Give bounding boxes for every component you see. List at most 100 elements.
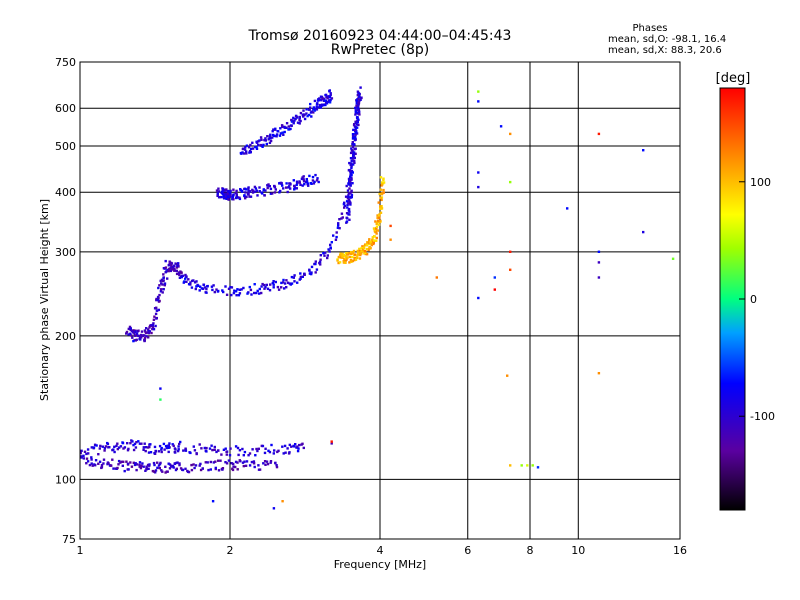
trace-point xyxy=(243,460,246,463)
trace-point xyxy=(158,284,161,287)
trace-point xyxy=(275,464,278,467)
trace-point xyxy=(283,287,286,290)
trace-point xyxy=(215,189,219,192)
trace-point xyxy=(143,334,146,337)
trace-point xyxy=(305,178,308,181)
trace-point xyxy=(158,444,162,448)
trace-point xyxy=(148,445,151,449)
trace-point xyxy=(215,450,218,454)
trace-point xyxy=(258,287,261,291)
trace-point xyxy=(159,279,162,283)
trace-point xyxy=(190,463,193,467)
trace-point xyxy=(375,239,378,242)
trace-point xyxy=(126,468,129,471)
trace-point xyxy=(255,147,259,150)
trace-point xyxy=(373,239,376,242)
trace-point xyxy=(122,460,125,463)
trace-point xyxy=(374,220,377,223)
trace-point xyxy=(238,449,242,452)
trace-point xyxy=(350,165,353,168)
trace-point xyxy=(97,462,100,465)
trace-point xyxy=(370,240,373,243)
trace-point xyxy=(156,298,160,302)
trace-point xyxy=(285,122,289,125)
trace-point xyxy=(162,279,165,282)
trace-point xyxy=(380,198,383,202)
trace-point xyxy=(135,463,139,466)
trace-point xyxy=(349,151,353,155)
trace-point xyxy=(251,189,255,193)
trace-point xyxy=(143,329,147,332)
x-tick-label: 4 xyxy=(377,544,384,557)
trace-point xyxy=(354,138,357,141)
trace-point xyxy=(269,139,273,143)
trace-point xyxy=(357,104,360,107)
trace-point xyxy=(90,462,93,465)
trace-point xyxy=(263,460,267,463)
trace-point xyxy=(289,187,292,190)
trace-point xyxy=(349,252,352,255)
trace-point xyxy=(242,454,245,457)
trace-point xyxy=(283,126,286,129)
trace-point xyxy=(236,461,239,464)
trace-point xyxy=(165,470,169,473)
scatter-point xyxy=(509,250,512,253)
trace-point xyxy=(234,290,238,293)
trace-point xyxy=(312,106,315,109)
trace-point xyxy=(294,443,297,446)
trace-point xyxy=(312,111,315,114)
trace-point xyxy=(282,452,285,455)
trace-point xyxy=(354,109,357,112)
trace-point xyxy=(349,180,352,183)
trace-point xyxy=(338,261,342,264)
trace-point xyxy=(268,450,272,454)
trace-point xyxy=(138,461,142,464)
trace-point xyxy=(335,235,338,239)
trace-point xyxy=(299,111,303,115)
trace-point xyxy=(290,275,294,279)
scatter-point xyxy=(499,125,503,128)
trace-point xyxy=(328,101,332,104)
trace-point xyxy=(272,452,275,455)
trace-point xyxy=(221,192,224,195)
trace-point xyxy=(130,439,133,442)
trace-point xyxy=(330,241,333,244)
trace-point xyxy=(355,126,359,129)
trace-point xyxy=(320,99,323,102)
trace-point xyxy=(247,291,250,294)
trace-point xyxy=(185,275,188,278)
trace-point xyxy=(210,444,213,447)
trace-point xyxy=(87,452,90,455)
trace-point xyxy=(350,159,353,163)
trace-point xyxy=(359,86,362,89)
trace-point xyxy=(225,293,229,296)
trace-point xyxy=(310,115,313,118)
trace-point xyxy=(343,206,346,209)
trace-point xyxy=(302,178,305,181)
trace-point xyxy=(328,99,331,102)
trace-point xyxy=(127,327,130,331)
y-tick-label: 200 xyxy=(55,330,76,343)
trace-point xyxy=(253,190,257,193)
trace-point xyxy=(122,447,125,450)
trace-point xyxy=(299,275,303,279)
trace-point xyxy=(220,190,223,194)
trace-point xyxy=(264,137,267,140)
trace-point xyxy=(279,132,283,135)
trace-point xyxy=(371,236,374,239)
trace-point xyxy=(249,147,253,151)
trace-point xyxy=(193,281,197,284)
trace-point xyxy=(229,286,232,289)
trace-point xyxy=(132,329,135,332)
trace-point xyxy=(263,138,266,142)
trace-point xyxy=(212,284,215,287)
trace-point xyxy=(236,196,240,199)
trace-point xyxy=(346,203,349,206)
trace-point xyxy=(162,288,165,291)
trace-point xyxy=(323,103,326,106)
trace-point xyxy=(152,322,155,325)
trace-point xyxy=(348,261,351,264)
trace-point xyxy=(257,468,261,471)
trace-point xyxy=(357,118,360,121)
trace-point xyxy=(345,200,349,203)
